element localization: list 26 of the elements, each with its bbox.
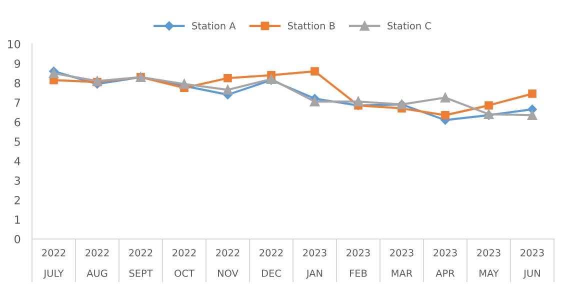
category-label: 2022 JULY — [42, 249, 66, 279]
category-label: 2022 DEC — [260, 249, 283, 277]
y-tick-label: 3 — [14, 176, 20, 185]
y-tick-label: 9 — [14, 59, 20, 68]
category-label: 2022 AUG — [86, 249, 109, 277]
category-label: 2022 NOV — [216, 249, 240, 277]
y-tick-label: 7 — [14, 98, 20, 107]
category-label: 2023 MAY — [477, 249, 500, 277]
category-label: 2023 MAR — [390, 249, 414, 277]
y-tick-label: 1 — [15, 216, 20, 224]
legend-label: Station A — [192, 22, 236, 30]
y-tick-label: 10 — [8, 40, 20, 48]
category-label: 2022 OCT — [172, 249, 196, 277]
category-label: 2022 SEPT — [129, 249, 153, 277]
y-tick-label: 0 — [14, 234, 20, 244]
category-label: 2023 JUN — [520, 249, 544, 279]
y-tick-label: 4 — [14, 157, 20, 166]
y-tick-label: 8 — [14, 78, 20, 88]
category-label: 2023 APR — [434, 249, 457, 277]
legend-label: Station C — [388, 22, 431, 30]
y-tick-label: 6 — [14, 118, 20, 126]
category-label: 2023 FEB — [346, 249, 370, 277]
y-tick-label: 2 — [14, 196, 20, 204]
y-tick-label: 5 — [14, 138, 20, 146]
category-label: 2023 JAN — [303, 249, 326, 279]
legend-label: Stattion B — [288, 22, 335, 30]
